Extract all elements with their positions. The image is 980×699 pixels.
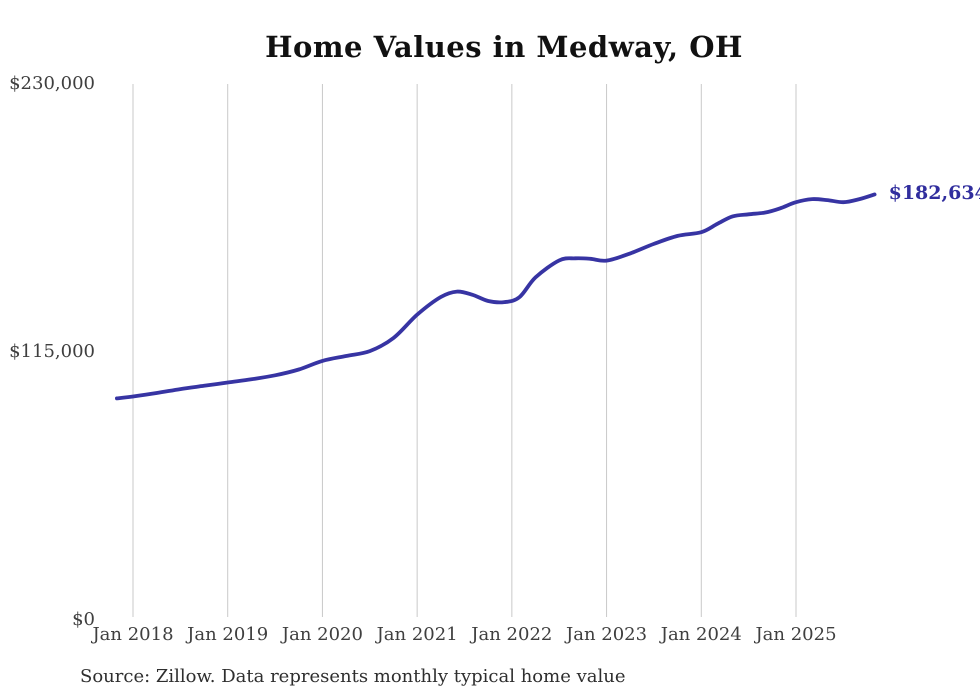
vertical-gridlines: [132, 84, 797, 617]
x-tick-label: Jan 2020: [281, 624, 363, 645]
x-tick-label: Jan 2025: [755, 624, 837, 645]
home-value-line: [115, 192, 877, 401]
x-tick-label: Jan 2019: [187, 624, 269, 645]
y-tick-label: $115,000: [9, 341, 95, 362]
y-tick-label: $230,000: [9, 73, 95, 94]
x-tick-label: Jan 2024: [660, 624, 742, 645]
source-note: Source: Zillow. Data represents monthly …: [80, 666, 626, 687]
current-value-label: $182,634: [888, 182, 980, 205]
y-tick-label: $0: [72, 609, 95, 630]
chart-title: Home Values in Medway, OH: [265, 30, 743, 64]
x-tick-label: Jan 2023: [566, 624, 648, 645]
x-tick-label: Jan 2021: [376, 624, 458, 645]
x-tick-label: Jan 2018: [92, 624, 174, 645]
x-tick-label: Jan 2022: [471, 624, 553, 645]
